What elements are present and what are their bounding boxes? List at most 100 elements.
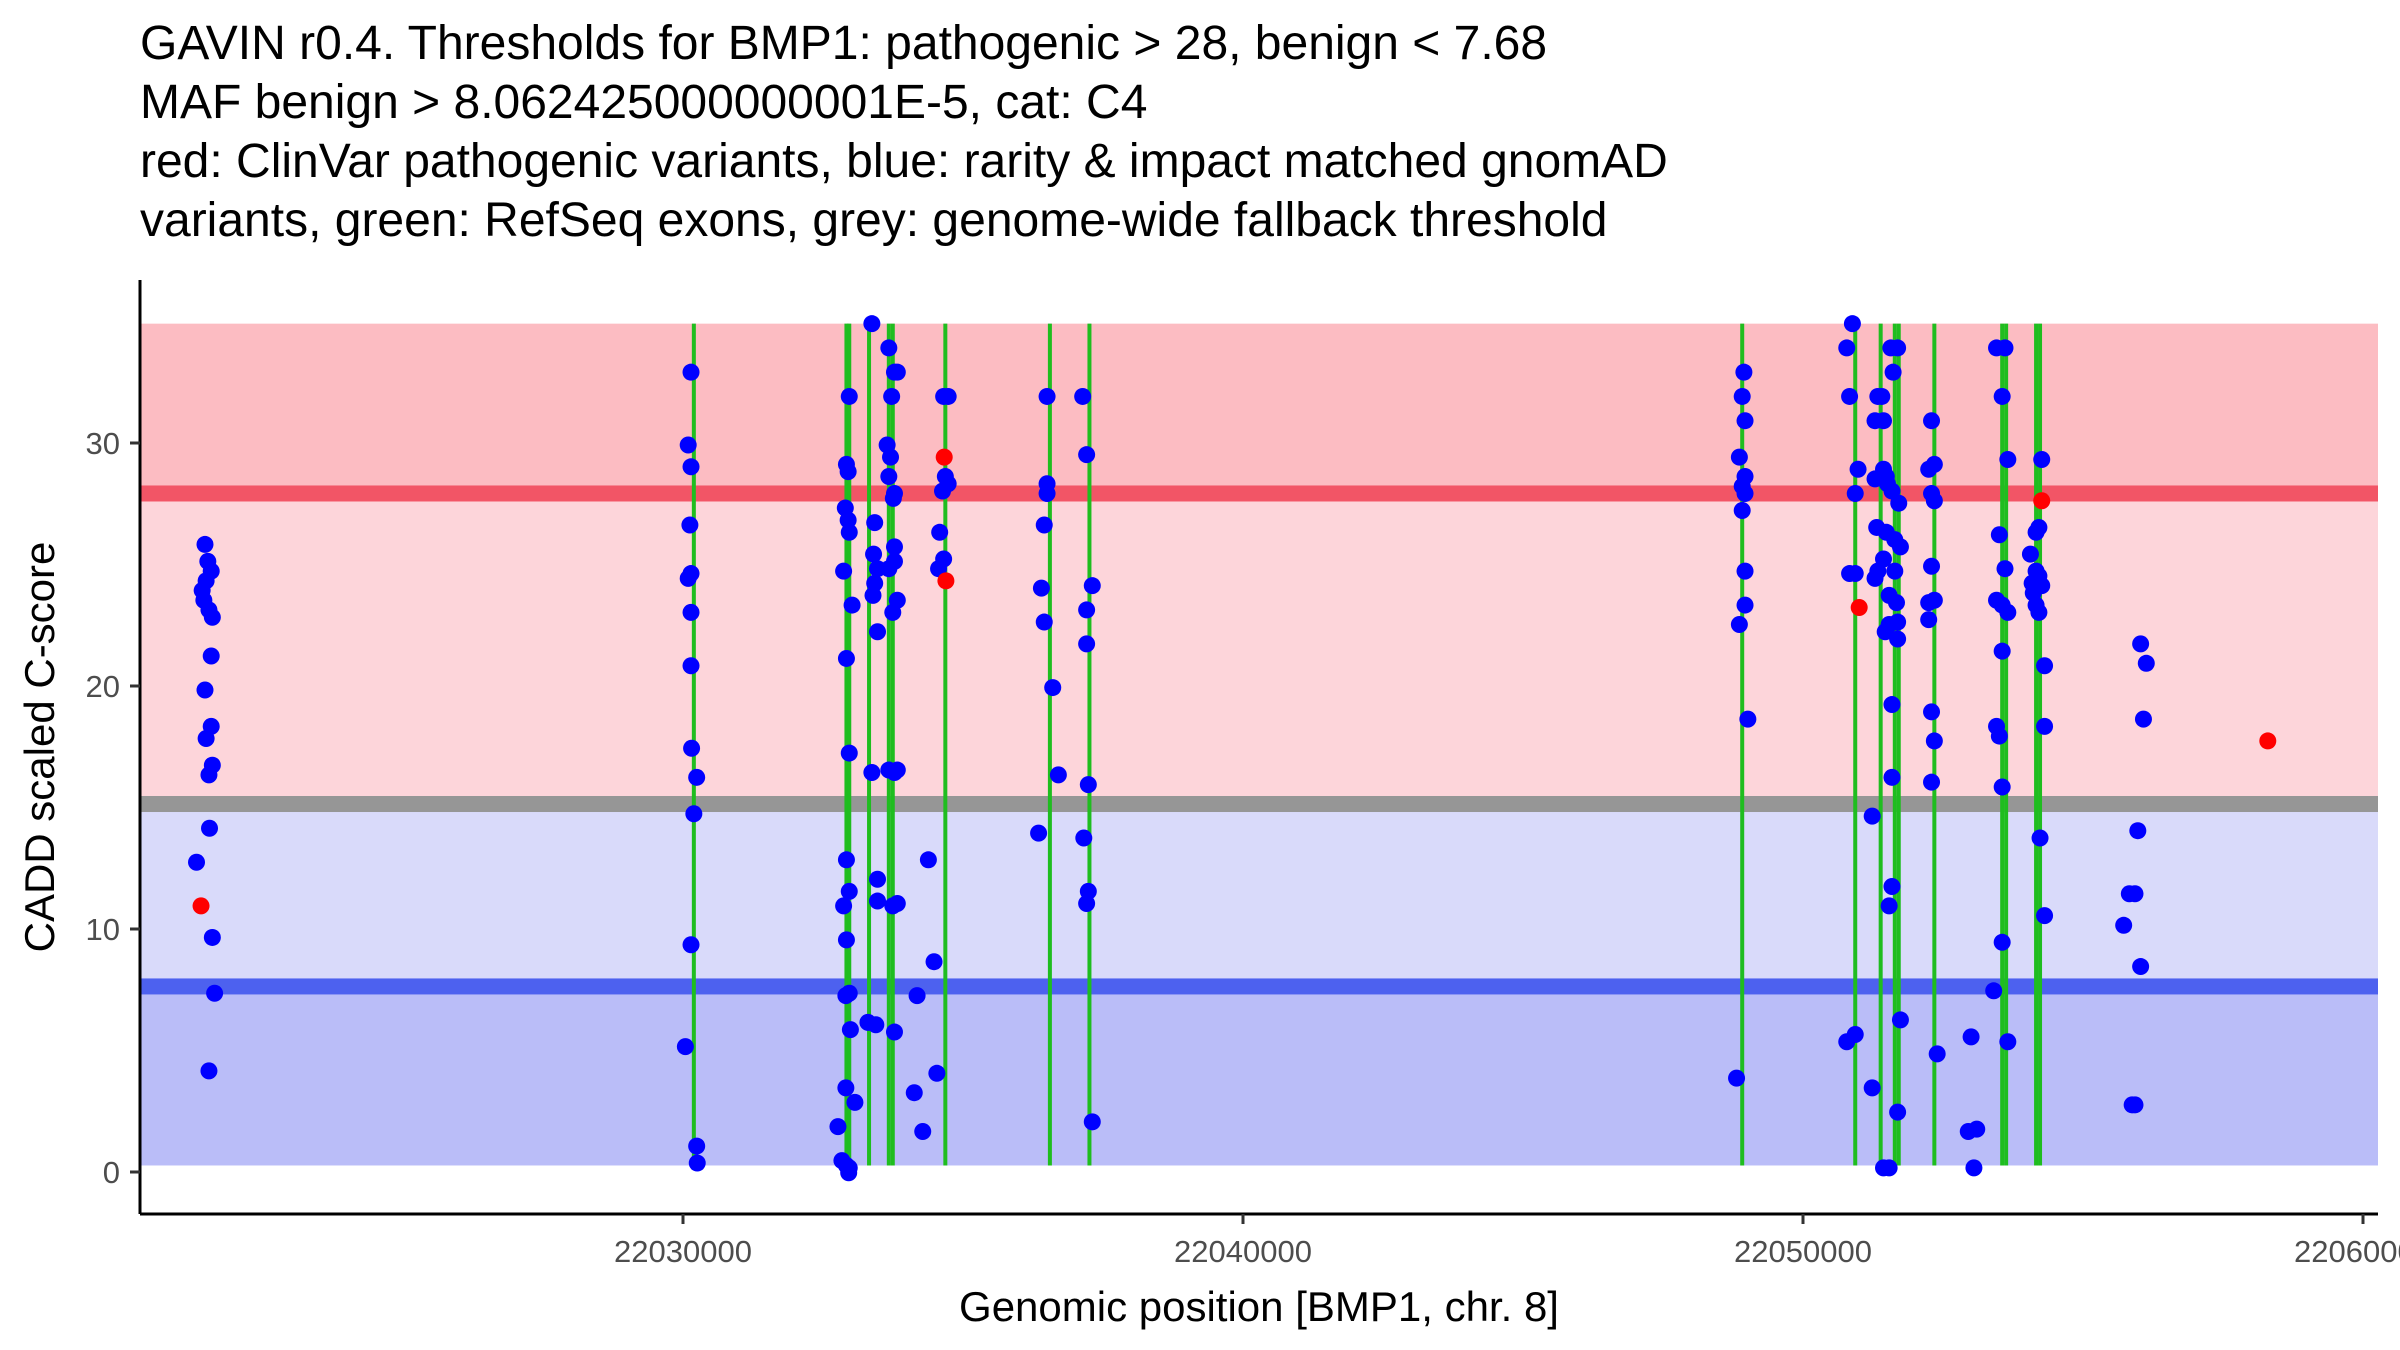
gnomad-point: [1887, 594, 1905, 612]
gnomad-point: [2036, 907, 2054, 925]
gnomad-point: [1078, 635, 1096, 653]
gnomad-point: [197, 730, 215, 748]
gnomad-point: [1078, 601, 1096, 619]
gnomad-point: [835, 562, 853, 580]
gnomad-point: [2021, 545, 2039, 563]
gnomad-point: [203, 608, 221, 626]
gnomad-point: [880, 339, 898, 357]
pathogenic-zone-band: [140, 323, 2378, 494]
gnomad-point: [1032, 579, 1050, 597]
gnomad-point: [1880, 897, 1898, 915]
gnomad-point: [1038, 387, 1056, 405]
gnomad-point: [685, 805, 703, 823]
gnomad-point: [1990, 727, 2008, 745]
gnomad-point: [837, 649, 855, 667]
gnomad-point: [1874, 412, 1892, 430]
y-tick-label: 10: [86, 912, 120, 947]
x-tick-label: 22060000: [2294, 1234, 2400, 1269]
gnomad-point: [2036, 657, 2054, 675]
gnomad-point: [837, 851, 855, 869]
gnomad-point: [1999, 451, 2017, 469]
gnomad-point: [2115, 916, 2133, 934]
gnomad-point: [1730, 615, 1748, 633]
benign-zone-band: [140, 986, 2378, 1166]
gnomad-point: [1889, 1103, 1907, 1121]
gnomad-point: [1863, 1079, 1881, 1097]
gnomad-point: [840, 882, 858, 900]
gnomad-point: [840, 984, 858, 1002]
gnomad-point: [200, 766, 218, 784]
gnomad-point: [1733, 387, 1751, 405]
gnomad-point: [1985, 982, 2003, 1000]
gnomad-point: [885, 763, 903, 781]
gnomad-point: [884, 489, 902, 507]
gnomad-point: [1891, 538, 1909, 556]
y-tick-label: 30: [86, 426, 120, 461]
gnomad-point: [2134, 710, 2152, 728]
gnomad-point: [1074, 387, 1092, 405]
gnomad-point: [1996, 560, 2014, 578]
gnomad-point: [2126, 1096, 2144, 1114]
gnomad-point: [1874, 1159, 1892, 1177]
gnomad-point: [682, 657, 700, 675]
gnomad-point: [1925, 732, 1943, 750]
title-line-4: variants, green: RefSeq exons, grey: gen…: [140, 194, 1608, 247]
gnomad-point: [682, 458, 700, 476]
gnomad-point: [931, 523, 949, 541]
title-line-1: GAVIN r0.4. Thresholds for BMP1: pathoge…: [140, 17, 1548, 70]
gnomad-point: [837, 931, 855, 949]
gnomad-point: [919, 851, 937, 869]
gnomad-point: [2132, 958, 2150, 976]
y-tick-label: 0: [103, 1155, 120, 1190]
gnomad-point: [1846, 484, 1864, 502]
gnomad-point: [905, 1084, 923, 1102]
gnomad-point: [2033, 451, 2051, 469]
gnomad-point: [1920, 460, 1938, 478]
gnomad-point: [1923, 412, 1941, 430]
gnomad-point: [688, 1137, 706, 1155]
gnomad-point: [863, 315, 881, 333]
gnomad-point: [1891, 1011, 1909, 1029]
gnomad-point: [1889, 339, 1907, 357]
gnomad-point: [1739, 710, 1757, 728]
gnomad-point: [688, 768, 706, 786]
gnomad-point: [1728, 1069, 1746, 1087]
gnomad-point: [1038, 484, 1056, 502]
gnomad-point: [682, 603, 700, 621]
gnomad-point: [196, 681, 214, 699]
axis-ticks: 22030000 22040000 22050000 22060000 0 10…: [86, 426, 2400, 1269]
gnomad-point: [1736, 412, 1754, 430]
gnomad-point: [863, 763, 881, 781]
gnomad-point: [1886, 562, 1904, 580]
gnomad-point: [843, 596, 861, 614]
gnomad-point: [867, 1016, 885, 1034]
title-line-3: red: ClinVar pathogenic variants, blue: …: [140, 135, 1668, 188]
gnomad-point: [1049, 766, 1067, 784]
clinvar-point: [2259, 732, 2277, 750]
gnomad-point: [1999, 1033, 2017, 1051]
gnomad-point: [939, 387, 957, 405]
gnomad-point: [1959, 1123, 1977, 1141]
clinvar-point: [2033, 492, 2051, 510]
x-axis-title: Genomic position [BMP1, chr. 8]: [959, 1283, 1559, 1330]
gnomad-point: [1920, 594, 1938, 612]
gnomad-point: [846, 1093, 864, 1111]
gnomad-point: [1923, 557, 1941, 575]
gnomad-point: [1996, 339, 2014, 357]
x-tick-label: 22040000: [1174, 1234, 1312, 1269]
gnomad-point: [1843, 315, 1861, 333]
gnomad-point: [1883, 768, 1901, 786]
gnomad-point: [1079, 776, 1097, 794]
gnomad-point: [835, 897, 853, 915]
gnomad-point: [884, 603, 902, 621]
gnomad-point: [840, 387, 858, 405]
gnomad-point: [201, 819, 219, 837]
gnomad-point: [1883, 696, 1901, 714]
gnomad-point: [679, 569, 697, 587]
gnomad-point: [683, 739, 701, 757]
gnomad-point: [888, 894, 906, 912]
gnomad-point: [1083, 577, 1101, 595]
gnomad-point: [2126, 885, 2144, 903]
gnomad-point: [1884, 363, 1902, 381]
